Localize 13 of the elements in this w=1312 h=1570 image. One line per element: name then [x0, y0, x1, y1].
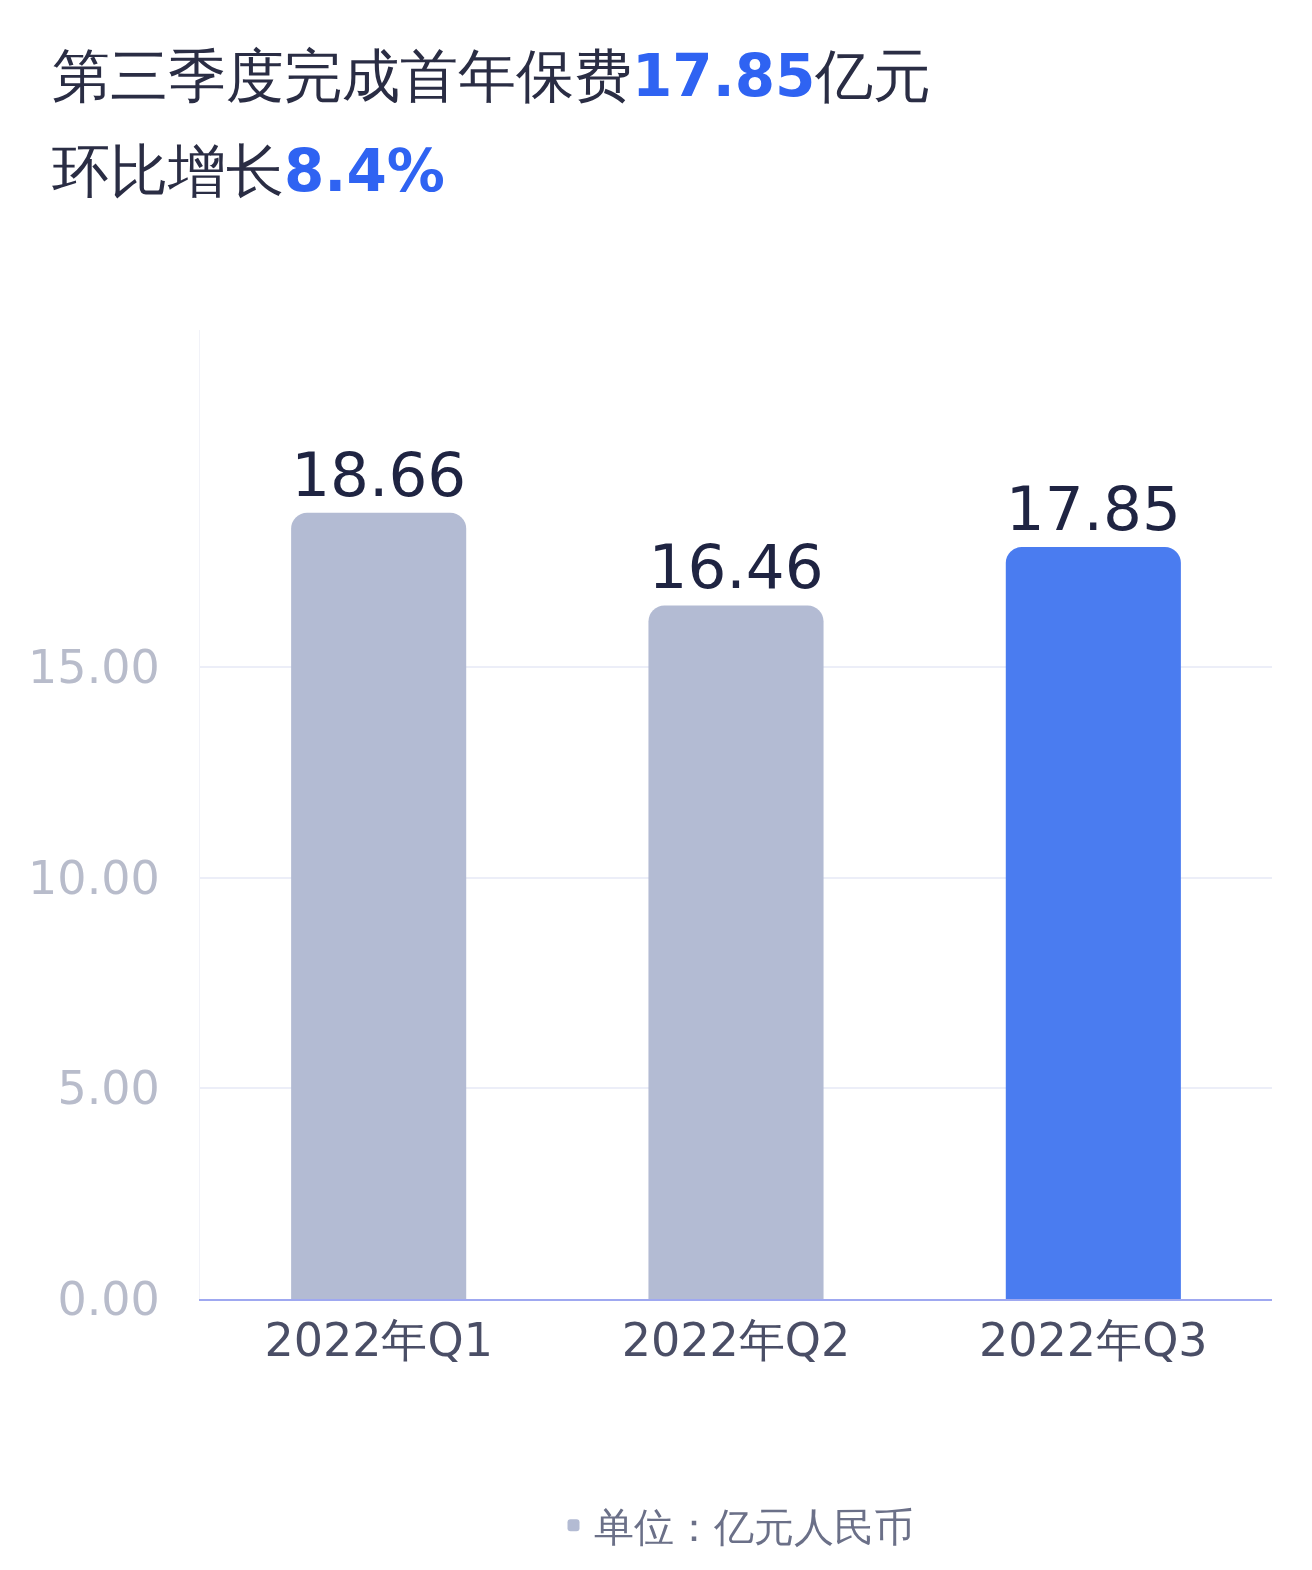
y-tick-label: 10.00 — [28, 850, 160, 905]
x-tick-label: 2022年Q1 — [264, 1313, 493, 1368]
chart-subtitle: 环比增长8.4% — [52, 137, 445, 205]
y-tick-label: 5.00 — [57, 1061, 160, 1116]
y-tick-label: 0.00 — [57, 1272, 160, 1327]
x-tick-label: 2022年Q3 — [979, 1313, 1208, 1368]
x-tick-label: 2022年Q2 — [621, 1313, 851, 1368]
chart-title: 第三季度完成首年保费17.85亿元 — [52, 42, 932, 110]
data-label: 17.85 — [1005, 472, 1181, 544]
data-label: 16.46 — [648, 531, 824, 603]
data-label: 18.66 — [291, 438, 467, 510]
y-tick-label: 15.00 — [28, 640, 160, 695]
legend-label: 单位：亿元人民币 — [593, 1503, 914, 1550]
